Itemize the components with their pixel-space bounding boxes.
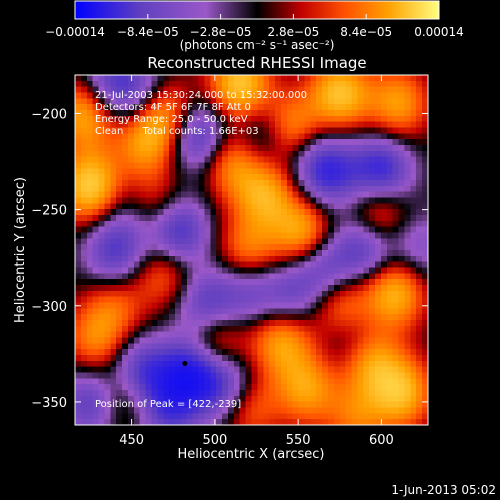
- x-axis-label: Heliocentric X (arcsec): [178, 447, 325, 462]
- colorbar-tick-label: −8.4e−05: [117, 25, 179, 39]
- colorbar-tick-label: 8.4e−05: [340, 25, 392, 39]
- annotation-detectors: Detectors: 4F 5F 6F 7F 8F Att 0: [95, 102, 251, 113]
- y-tick-label: −300: [31, 300, 67, 315]
- colorbar-tick-label: −0.00014: [45, 25, 105, 39]
- colorbar-gradient: [75, 1, 439, 19]
- annotation-time-range: 21-Jul-2003 15:30:24.000 to 15:32:00.000: [95, 90, 307, 101]
- x-tick-label: 500: [202, 433, 227, 448]
- footer-date: 1-Jun-2013 05:02: [391, 483, 496, 497]
- y-axis-ticks: −200 −250 −300 −350: [31, 107, 428, 411]
- colorbar: −0.00014 −8.4e−05 −2.8e−05 2.8e−05 8.4e−05 0.…: [45, 0, 464, 52]
- annotation-energy-range: Energy Range: 25.0 - 50.0 keV: [95, 114, 248, 125]
- plot-area: [74, 74, 429, 426]
- y-tick-label: −350: [31, 396, 67, 411]
- y-axis-label: Heliocentric Y (arcsec): [13, 177, 28, 323]
- x-axis-ticks: 450 500 550 600: [119, 75, 394, 448]
- colorbar-ticks: −0.00014 −8.4e−05 −2.8e−05 2.8e−05 8.4e−05 0.…: [45, 14, 464, 39]
- y-tick-label: −250: [31, 204, 67, 219]
- colorbar-frame: [74, 0, 440, 20]
- info-annotations: 21-Jul-2003 15:30:24.000 to 15:32:00.000…: [95, 90, 307, 410]
- colorbar-tick-label: −2.8e−05: [190, 25, 252, 39]
- annotation-peak-position: Position of Peak = [422,-239]: [95, 399, 241, 410]
- y-tick-label: −200: [31, 107, 67, 122]
- colorbar-tick-label: 2.8e−05: [268, 25, 320, 39]
- colorbar-tick-label: 0.00014: [414, 25, 464, 39]
- chart-title: Reconstructed RHESSI Image: [147, 54, 366, 72]
- x-tick-label: 550: [286, 433, 311, 448]
- x-tick-label: 450: [119, 433, 144, 448]
- plot-frame: [74, 74, 429, 426]
- peak-marker: [182, 360, 188, 366]
- annotation-method-counts: Clean Total counts: 1.66E+03: [95, 126, 259, 137]
- x-tick-label: 600: [369, 433, 394, 448]
- colorbar-units: (photons cm⁻² s⁻¹ asec⁻²): [180, 38, 335, 52]
- heatmap-image: [75, 75, 428, 425]
